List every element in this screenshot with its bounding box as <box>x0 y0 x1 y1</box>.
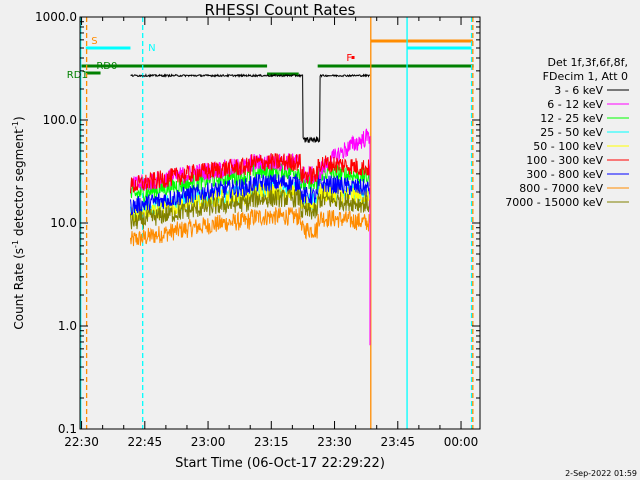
y-tick-label-3: 100.0 <box>43 113 77 127</box>
time-bands <box>81 39 474 76</box>
x-tick-label-0: 22:30 <box>64 435 99 449</box>
legend-label-8: 7000 - 15000 keV <box>505 196 603 209</box>
series-line-3-6kev <box>130 73 370 143</box>
x-axis-ticks: 22:30 22:45 23:00 23:15 23:30 23:45 00:00 <box>64 17 478 449</box>
y-axis-label-end: ) <box>12 116 26 121</box>
flag-label-rd1: RD1 <box>67 70 88 81</box>
series-line-7000-15000kev <box>130 188 371 230</box>
legend: Det 1f,3f,6f,8f, FDecim 1, Att 0 3 - 6 k… <box>505 56 629 209</box>
chart-title: RHESSI Count Rates <box>205 1 356 19</box>
series-line-800-7000kev <box>130 207 371 247</box>
x-tick-label-3: 23:15 <box>254 435 289 449</box>
legend-label-2: 12 - 25 keV <box>540 112 603 125</box>
y-tick-label-0: 0.1 <box>58 422 77 436</box>
x-axis-label: Start Time (06-Oct-17 22:29:22) <box>175 456 385 471</box>
flag-label-f: F <box>346 53 352 64</box>
y-axis-label-exp: -1 <box>11 240 20 248</box>
x-tick-label-1: 22:45 <box>128 435 163 449</box>
legend-header-line-1: Det 1f,3f,6f,8f, <box>547 56 628 69</box>
attenuator-lines <box>80 17 474 429</box>
x-tick-label-5: 23:45 <box>380 435 415 449</box>
flag-label-n: N <box>148 43 155 54</box>
y-tick-label-4: 1000.0 <box>35 10 77 24</box>
x-tick-label-4: 23:30 <box>317 435 352 449</box>
y-axis-label-mid: detector segment <box>12 129 26 240</box>
series-line-300-800kev <box>130 173 371 216</box>
flare-marker <box>351 56 355 59</box>
series-line-100-300kev <box>130 153 371 194</box>
legend-label-0: 3 - 6 keV <box>554 84 603 97</box>
y-axis-label: Count Rate (s-1 detector segment-1) <box>11 116 26 329</box>
legend-label-1: 6 - 12 keV <box>547 98 603 111</box>
legend-label-7: 800 - 7000 keV <box>519 182 603 195</box>
footer-date: 2-Sep-2022 01:59 <box>565 469 637 478</box>
y-tick-label-1: 1.0 <box>58 319 77 333</box>
y-axis-label-exp-2: -1 <box>11 121 20 129</box>
legend-label-4: 50 - 100 keV <box>533 140 603 153</box>
legend-label-3: 25 - 50 keV <box>540 126 603 139</box>
y-tick-label-2: 10.0 <box>50 216 77 230</box>
legend-label-6: 300 - 800 keV <box>526 168 603 181</box>
y-axis-ticks: 0.1 1.0 10.0 100.0 1000.0 <box>35 10 480 436</box>
legend-label-5: 100 - 300 keV <box>526 154 603 167</box>
flag-label-s: S <box>91 36 97 47</box>
x-tick-label-2: 23:00 <box>191 435 226 449</box>
x-tick-label-6: 00:00 <box>444 435 479 449</box>
series-layer <box>130 73 371 346</box>
flag-label-rd0: RD0 <box>96 61 117 72</box>
y-axis-label-main: Count Rate (s <box>12 248 26 330</box>
legend-header-line-2: FDecim 1, Att 0 <box>543 70 628 83</box>
flag-layer: S N RD0 RD1 F <box>67 36 355 81</box>
